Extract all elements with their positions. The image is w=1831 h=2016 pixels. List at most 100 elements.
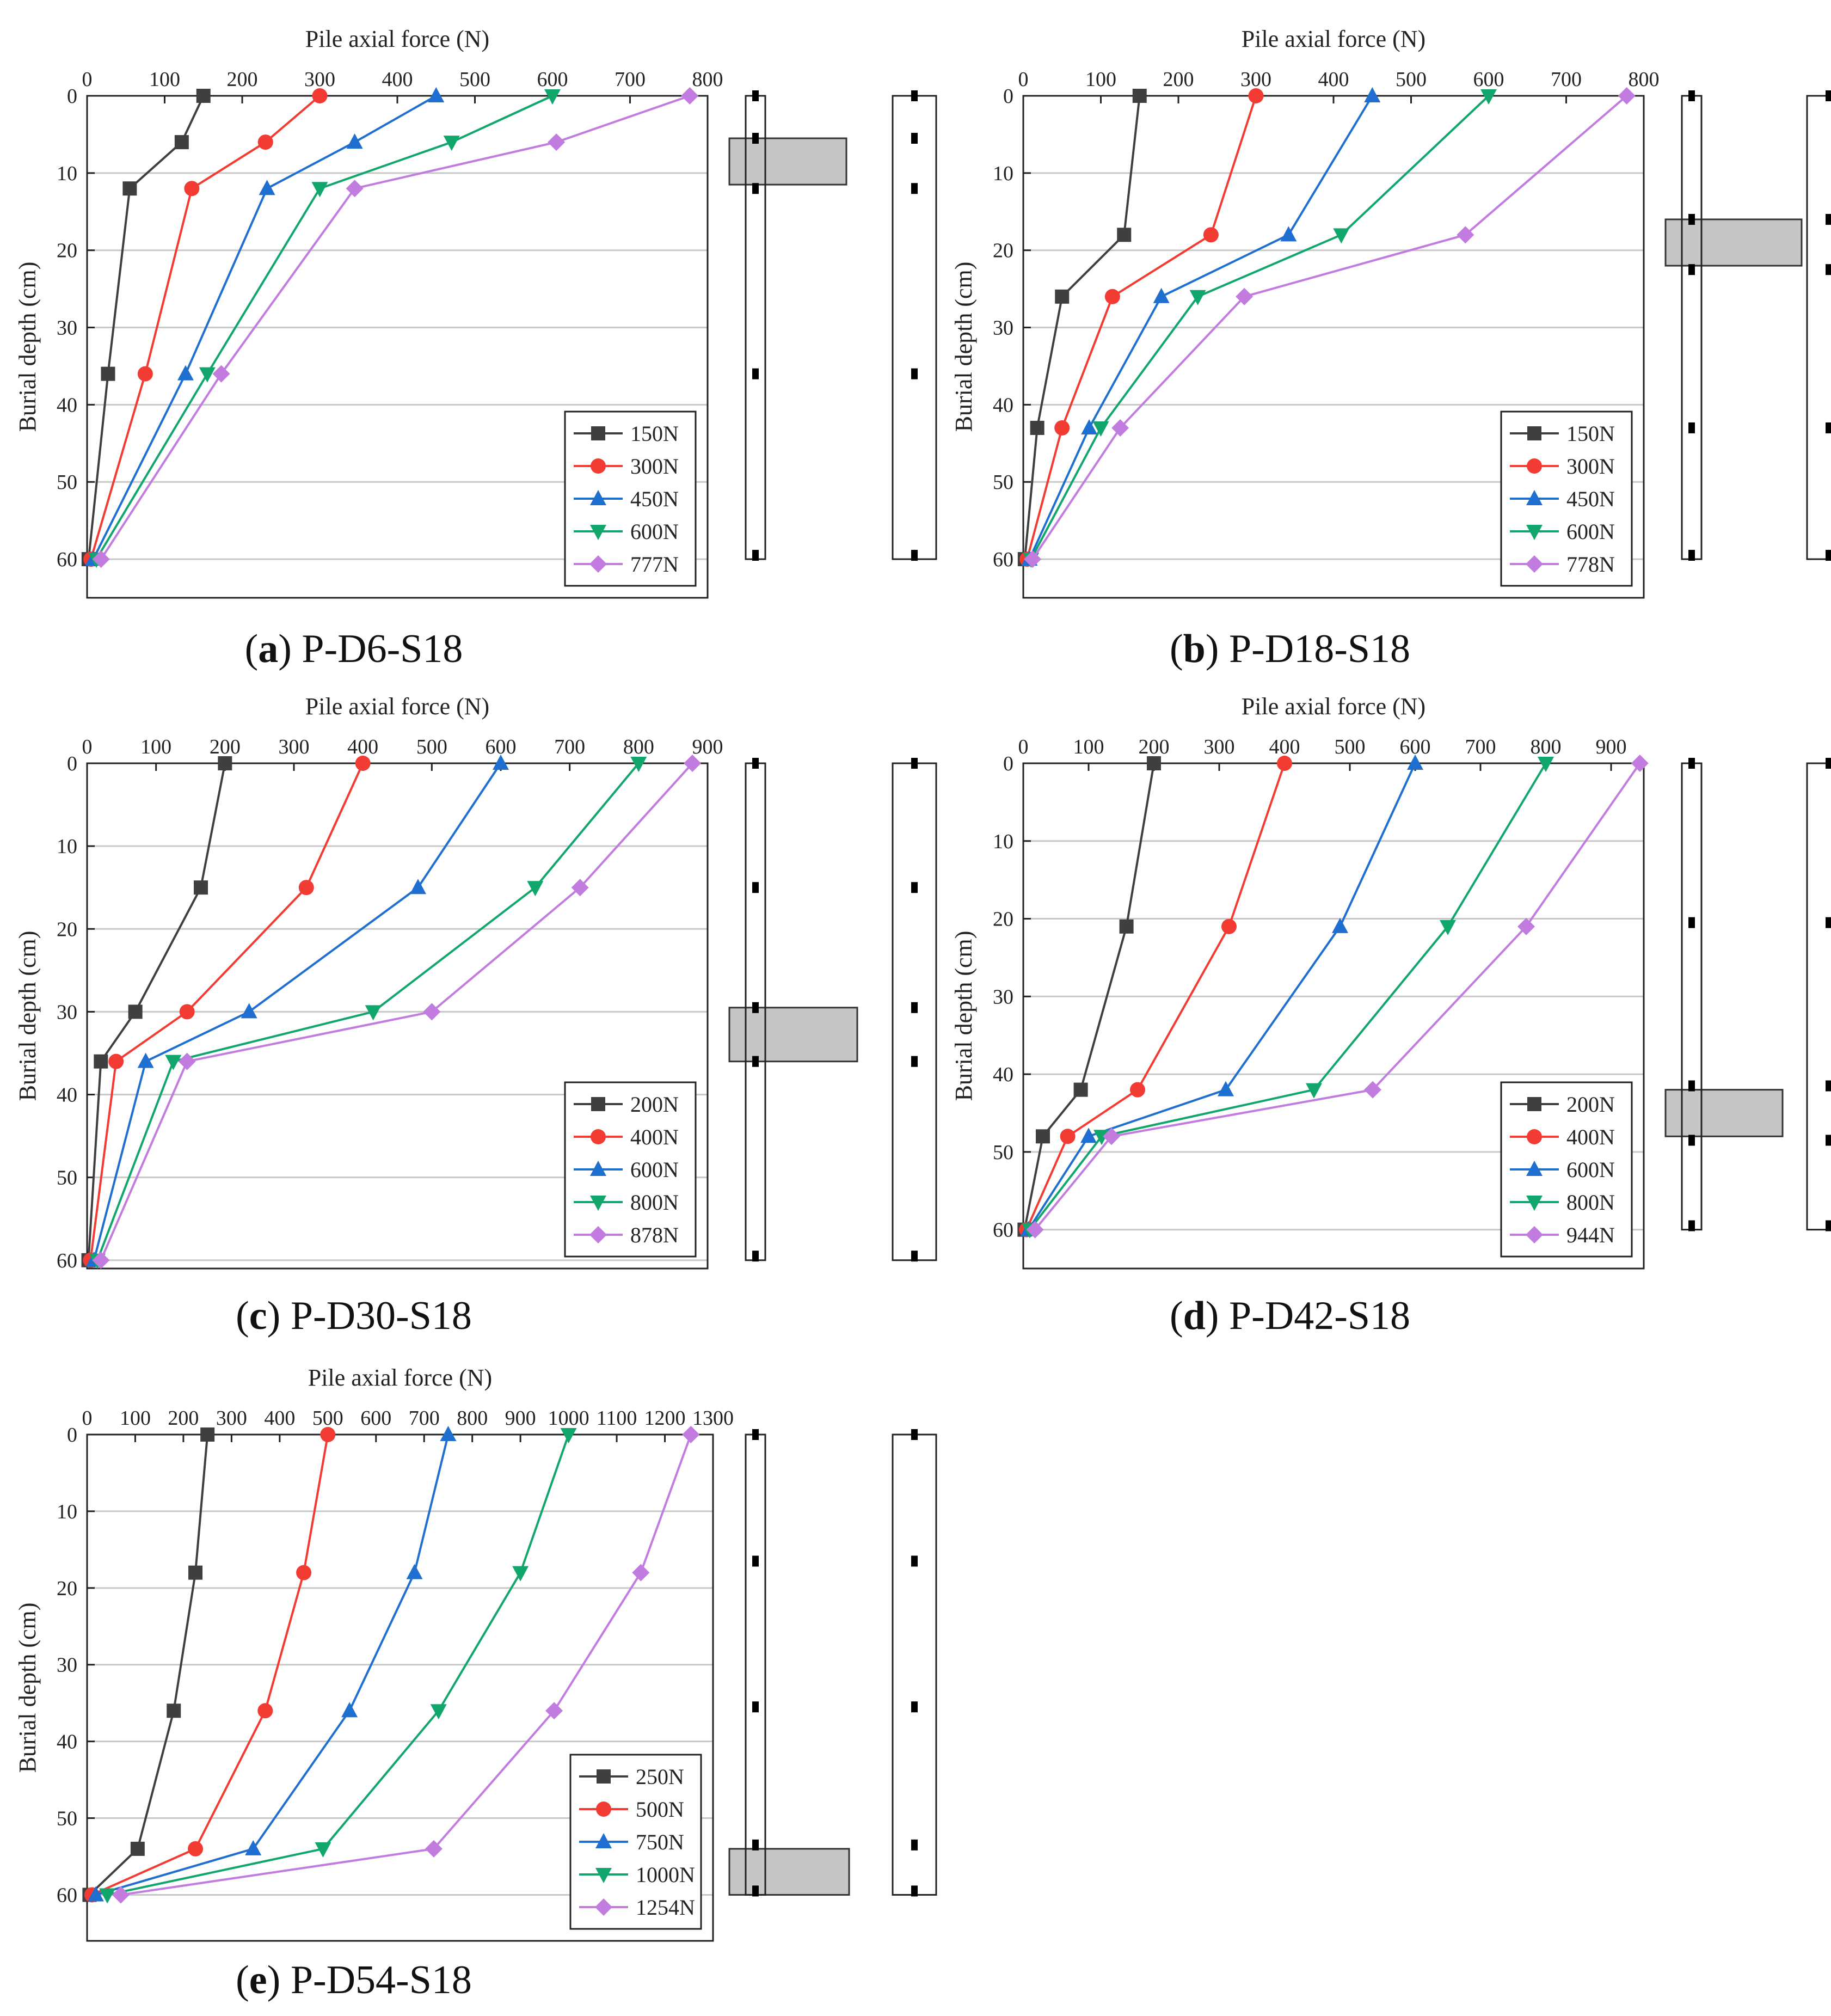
legend-item: 777N [574, 552, 679, 577]
strain-gauge [911, 133, 918, 144]
legend-item: 750N [579, 1830, 684, 1854]
diamond-marker [1457, 226, 1474, 244]
circle-marker [1527, 458, 1542, 474]
x-tick-label: 800 [692, 68, 723, 91]
pile-body [1681, 762, 1703, 1231]
square-marker [196, 89, 211, 103]
y-tick-label: 50 [57, 1167, 77, 1190]
y-tick-label: 0 [67, 752, 77, 775]
x-tick-label: 900 [505, 1407, 536, 1430]
circle-marker [296, 1565, 312, 1580]
x-axis-title: Pile axial force (N) [305, 693, 489, 720]
strain-gauge [752, 1002, 759, 1013]
legend-item: 300N [1510, 454, 1615, 479]
y-tick-label: 50 [57, 471, 77, 494]
legend: 150N 300N 450N 600N 778N [1500, 410, 1633, 587]
strain-gauge [1826, 1220, 1831, 1231]
square-marker [167, 1704, 181, 1718]
y-tick-label: 50 [57, 1807, 77, 1830]
strain-gauge [1826, 917, 1831, 928]
strain-gauge [911, 1885, 918, 1897]
triangle-down-marker [1092, 421, 1109, 437]
grid-lines [1023, 172, 1644, 560]
circle-marker [1527, 1129, 1542, 1144]
triangle-up-marker [137, 1052, 154, 1068]
y-tick-label: 20 [57, 918, 77, 941]
legend-label: 878N [630, 1223, 679, 1247]
y-tick-label: 10 [57, 835, 77, 858]
legend-label: 778N [1566, 552, 1615, 577]
triangle-down-marker [165, 1055, 182, 1070]
circle-marker [1277, 756, 1292, 771]
circle-marker [1054, 420, 1070, 436]
x-tick-label: 700 [615, 68, 646, 91]
triangle-up-marker [1526, 1161, 1543, 1176]
strain-gauge [752, 133, 759, 144]
diamond-marker [92, 1251, 110, 1269]
legend-label: 200N [630, 1092, 679, 1117]
square-marker [1527, 1097, 1541, 1111]
legend-item: 1000N [579, 1862, 695, 1887]
series-878N [92, 755, 702, 1269]
chart-svg: 0 100 200 300 400 500 600 700 800 900 1000 1100 1200… [14, 1364, 937, 1942]
x-tick-label: 500 [312, 1407, 343, 1430]
y-tick-label: 30 [57, 1001, 77, 1024]
y-tick-label: 50 [993, 1141, 1013, 1164]
triangle-up-marker [1081, 419, 1098, 434]
y-tick-label: 40 [57, 1731, 77, 1754]
diamond-marker [1236, 287, 1254, 305]
legend-item: 250N [579, 1764, 684, 1789]
square-marker [218, 756, 232, 770]
x-tick-label: 100 [149, 68, 180, 91]
circle-marker [184, 181, 200, 197]
diamond-marker [589, 555, 607, 573]
triangle-up-marker [1280, 226, 1297, 242]
legend-label: 750N [636, 1830, 684, 1854]
pile-schematic [1664, 758, 1831, 1231]
y-axis: 0 10 20 30 40 50 60 [57, 752, 95, 1272]
series-600N [85, 755, 509, 1267]
strain-gauge [752, 1701, 759, 1713]
plot-frame [86, 1433, 714, 1942]
y-tick-label: 20 [993, 908, 1013, 931]
legend-item: 150N [574, 421, 679, 446]
triangle-up-marker [259, 180, 275, 195]
pile-schematic [728, 90, 937, 561]
diamond-marker [1111, 419, 1129, 437]
diamond-marker [1364, 1081, 1381, 1099]
y-tick-label: 60 [57, 1249, 77, 1272]
circle-marker [108, 1053, 124, 1069]
triangle-down-marker [199, 367, 216, 383]
series-450N [85, 87, 445, 566]
x-tick-label: 100 [140, 736, 171, 758]
y-tick-label: 30 [57, 317, 77, 340]
circle-marker [257, 134, 273, 150]
strain-gauge [1826, 549, 1831, 561]
triangle-down-marker [430, 1704, 447, 1720]
plot-frame [1022, 762, 1645, 1270]
strain-gauge [911, 183, 918, 194]
square-marker [1119, 919, 1134, 934]
square-marker [1073, 1082, 1088, 1097]
strain-gauge [752, 758, 759, 769]
strain-gauge [1688, 90, 1695, 101]
x-tick-label: 300 [304, 68, 335, 91]
chart-caption: (b) P-D18-S18 [1169, 627, 1410, 671]
pile-2 [892, 758, 937, 1262]
square-marker [188, 1565, 203, 1580]
triangle-up-marker [428, 87, 445, 102]
triangle-down-marker [1538, 757, 1554, 772]
legend-label: 800N [630, 1190, 679, 1215]
y-tick-label: 0 [67, 1424, 77, 1447]
diamond-marker [595, 1898, 612, 1916]
square-marker [591, 1097, 605, 1111]
chart-caption: (d) P-D42-S18 [1169, 1294, 1410, 1338]
series-600N [1023, 89, 1497, 568]
y-axis: 0 10 20 30 40 50 60 [57, 1424, 95, 1907]
circle-marker [1203, 227, 1219, 243]
pile-schematic [1664, 90, 1831, 561]
x-tick-label: 800 [1531, 736, 1562, 758]
legend-item: 600N [1510, 1157, 1615, 1182]
x-axis-title: Pile axial force (N) [1242, 693, 1426, 720]
triangle-down-marker [1306, 1083, 1322, 1099]
